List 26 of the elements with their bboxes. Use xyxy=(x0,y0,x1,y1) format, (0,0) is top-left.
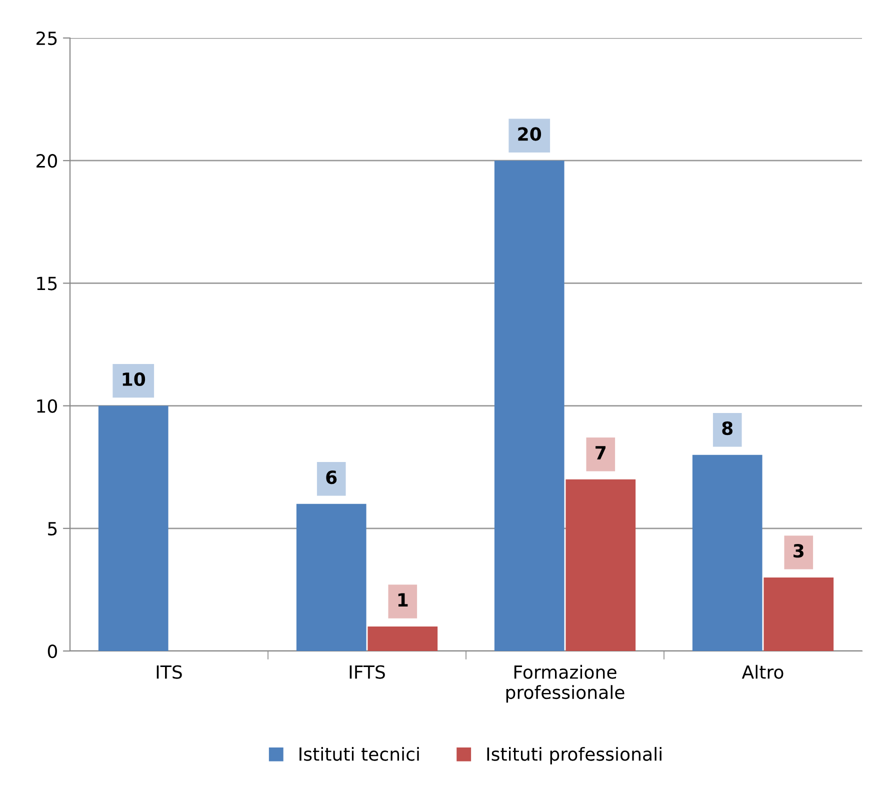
data-label: 3 xyxy=(794,544,804,558)
data-label: 8 xyxy=(722,421,733,436)
y-tick-label: 15 xyxy=(37,276,57,290)
x-tick-label: ITS xyxy=(156,665,182,679)
bar xyxy=(98,406,168,651)
bar xyxy=(764,577,834,651)
data-label: 10 xyxy=(122,372,146,386)
y-tick-label: 20 xyxy=(36,154,57,168)
legend-label: Istituti professionali xyxy=(487,746,662,764)
x-tick-label: Formazione professionale xyxy=(506,664,624,703)
data-label: 6 xyxy=(326,470,337,484)
x-tick-label: Altro xyxy=(742,664,784,679)
legend-label: Istituti tecnici xyxy=(300,746,419,761)
y-tick-label: 10 xyxy=(37,399,57,413)
y-tick-label: 0 xyxy=(48,644,57,658)
bar xyxy=(494,160,564,651)
bar xyxy=(296,504,366,651)
y-tick-label: 25 xyxy=(36,31,57,46)
data-label: 20 xyxy=(518,127,542,141)
y-tick-label: 5 xyxy=(48,522,57,536)
bar xyxy=(566,479,636,651)
data-label: 7 xyxy=(596,446,606,460)
bar xyxy=(368,626,438,651)
data-label: 1 xyxy=(398,593,408,606)
bar xyxy=(692,454,762,651)
x-tick-label: IFTS xyxy=(350,665,385,679)
